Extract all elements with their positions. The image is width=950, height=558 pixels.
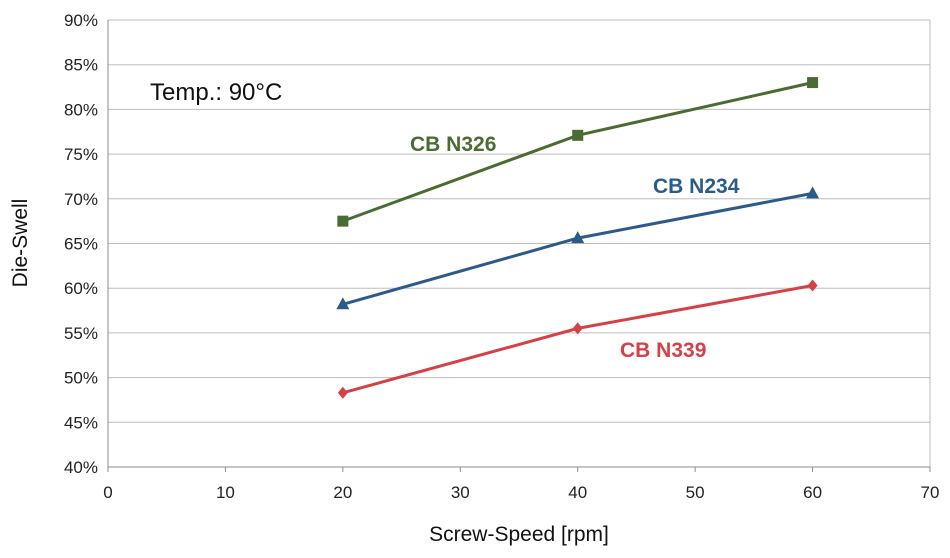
- y-tick-label: 65%: [64, 235, 98, 254]
- y-tick-label: 60%: [64, 279, 98, 298]
- y-tick-label: 45%: [64, 413, 98, 432]
- point-cb-n234: [336, 297, 350, 310]
- series-line-cb-n339: [342, 284, 813, 395]
- point-cb-n326: [337, 215, 349, 227]
- x-tick-labels: 0 10 20 30 40 50 60 70: [103, 483, 939, 502]
- series-group: [336, 77, 820, 399]
- point-cb-n326: [807, 77, 819, 89]
- point-cb-n339: [337, 386, 348, 399]
- x-tick-label: 30: [451, 483, 470, 502]
- series-label-cb-n234: CB N234: [653, 175, 740, 198]
- point-cb-n326: [572, 129, 584, 141]
- series-label-cb-n339: CB N339: [620, 339, 706, 362]
- point-cb-n339: [807, 279, 818, 292]
- y-tick-label: 40%: [64, 458, 98, 477]
- series-label-cb-n326: CB N326: [410, 133, 496, 156]
- y-tick-label: 50%: [64, 369, 98, 388]
- series-labels: CB N326 CB N234 CB N339: [410, 133, 740, 362]
- grid-lines: [108, 19, 930, 423]
- y-tick-label: 75%: [64, 145, 98, 164]
- y-tick-label: 55%: [64, 324, 98, 343]
- x-tick-label: 40: [568, 483, 587, 502]
- x-tick-label: 70: [921, 483, 940, 502]
- point-cb-n339: [572, 322, 583, 335]
- x-tick-label: 10: [216, 483, 235, 502]
- x-tick-label: 60: [803, 483, 822, 502]
- y-tick-label: 90%: [64, 11, 98, 30]
- point-cb-n234: [806, 186, 820, 199]
- y-tick-label: 85%: [64, 56, 98, 75]
- x-tick-label: 20: [333, 483, 352, 502]
- y-tick-label: 70%: [64, 190, 98, 209]
- axes: [107, 20, 931, 472]
- x-tick-label: 0: [103, 483, 112, 502]
- y-tick-labels: 40% 45% 50% 55% 60% 65% 70% 75% 80% 85% 90%: [64, 11, 98, 477]
- y-axis-title: Die-Swell: [9, 199, 32, 288]
- y-tick-label: 80%: [64, 100, 98, 119]
- temperature-annotation: Temp.: 90°C: [150, 79, 282, 106]
- series-line-cb-n234: [342, 191, 813, 306]
- x-axis-title: Screw-Speed [rpm]: [429, 523, 609, 546]
- x-tick-label: 50: [686, 483, 705, 502]
- point-cb-n234: [571, 231, 585, 244]
